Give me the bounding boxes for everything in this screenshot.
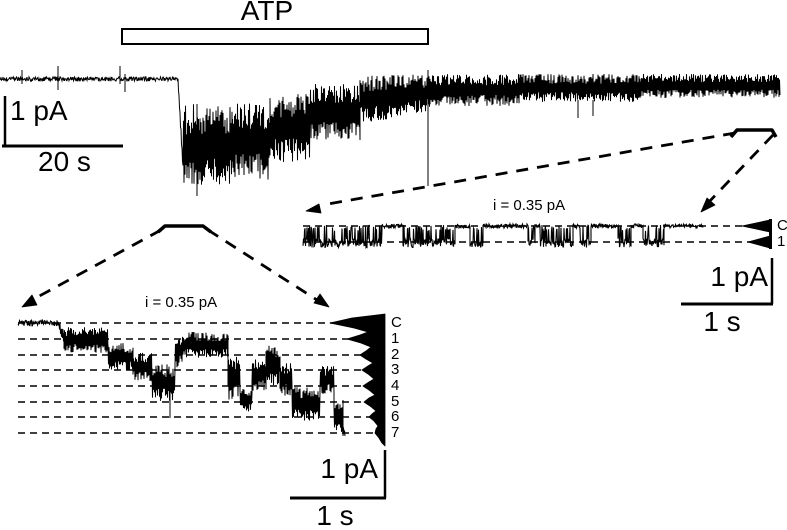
right-inset-histogram-axis [769, 219, 772, 249]
left-level-label-2: 2 [391, 346, 400, 363]
right-level-label-C: C [777, 217, 787, 234]
main-trace [0, 73, 781, 185]
zoom-connector-right-left [321, 131, 736, 207]
left-level-label-1: 1 [391, 330, 400, 347]
zoom-region-marker-peak [156, 224, 213, 234]
left-inset-time-scale-label: 1 s [316, 500, 354, 530]
zoom-region-marker-sustained [729, 128, 778, 139]
zoom-connector-left-right [207, 228, 318, 302]
main-current-scale-label: 1 pA [10, 95, 68, 126]
left-inset-current-scale-label: 1 pA [320, 453, 378, 484]
right-inset-trace [302, 221, 704, 250]
left-level-label-5: 5 [391, 393, 400, 410]
left-level-label-6: 6 [391, 408, 400, 425]
right-inset-current-scale-label: 1 pA [710, 261, 768, 292]
zoom-connector-left-left [31, 228, 162, 302]
zoom-connector-right-right [705, 134, 775, 205]
left-inset-unitary-current-label: i = 0.35 pA [145, 294, 218, 311]
left-level-label-3: 3 [391, 361, 400, 378]
right-inset-histogram-peak-C [741, 219, 771, 233]
atp-application-bar [121, 28, 429, 45]
zoom-arrowhead-left-inset-right [313, 293, 330, 308]
zoom-arrowhead-left-inset-left [21, 294, 38, 308]
left-level-label-7: 7 [391, 424, 400, 441]
left-inset-histogram [329, 313, 386, 447]
zoom-arrowhead-right-inset-left [305, 203, 322, 214]
right-inset-unitary-current-label: i = 0.35 pA [493, 197, 566, 214]
right-inset-time-scale-label: 1 s [703, 306, 741, 337]
main-time-scale-label: 20 s [38, 146, 91, 177]
left-level-label-4: 4 [391, 377, 400, 394]
zoom-arrowhead-right-inset-right [700, 197, 716, 213]
right-inset-histogram-peak-1 [747, 235, 771, 249]
left-level-label-C: C [391, 314, 402, 331]
left-inset-trace [17, 318, 346, 437]
right-level-label-1: 1 [777, 233, 786, 250]
atp-label: ATP [240, 0, 294, 26]
